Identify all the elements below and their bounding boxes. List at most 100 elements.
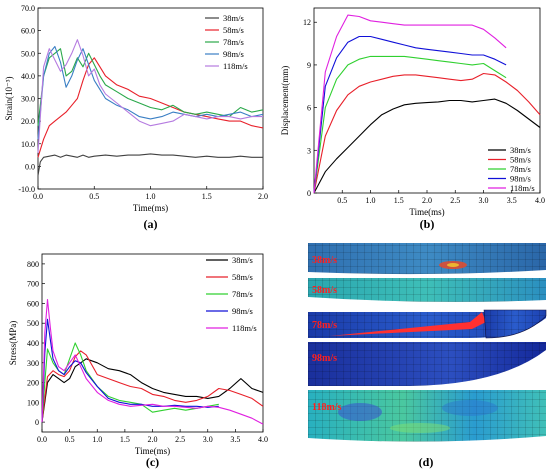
strip-98: 98m/s: [308, 342, 546, 386]
strip-label: 98m/s: [312, 353, 337, 364]
legend-label: 118m/s: [510, 183, 535, 193]
strip-38: 38m/s: [308, 243, 546, 275]
x-tick-label: 3.0: [479, 196, 489, 205]
panel-c-stress-chart: 0.0 0.5 1.0 1.5 2.0 2.5 3.0 3.5 4.0 0 100 200 300 400…: [8, 253, 268, 469]
legend-label: 118m/s: [223, 61, 248, 71]
x-tick-label: 3.0: [203, 435, 213, 444]
x-tick-label: 0.0: [37, 435, 47, 444]
x-tick-label: 1.5: [394, 196, 404, 205]
series-line: [41, 318, 219, 423]
legend-label: 98m/s: [223, 49, 244, 59]
y-tick-label: 10.0: [21, 140, 35, 149]
strip-label: 118m/s: [312, 402, 342, 413]
strip-label: 78m/s: [312, 320, 337, 331]
legend-label: 78m/s: [232, 289, 253, 299]
y-tick-label: 300: [27, 359, 39, 368]
series-line: [37, 153, 263, 176]
y-axis-title: Displacement(mm): [280, 66, 290, 135]
x-tick-label: 4.0: [535, 196, 545, 205]
panel-a-strain-chart: 0.0 0.5 1.0 1.5 2.0-10.00.010.020.030.040.05…: [4, 4, 268, 231]
y-tick-label: 100: [27, 398, 39, 407]
series-line: [41, 350, 264, 423]
series-line: [37, 45, 264, 140]
x-tick-label: 2.5: [450, 196, 460, 205]
panel-label: (b): [420, 217, 435, 231]
y-tick-label: 60.0: [21, 27, 35, 36]
series-line: [37, 48, 264, 126]
x-tick-label: 4.0: [258, 435, 268, 444]
legend-label: 58m/s: [510, 155, 531, 165]
legend-label: 58m/s: [232, 272, 253, 282]
x-tick-label: 1.5: [202, 192, 212, 201]
x-tick-label: 2.0: [258, 192, 268, 201]
y-tick-label: 700: [27, 280, 39, 289]
legend-label: 78m/s: [223, 37, 244, 47]
panel-label: (d): [419, 455, 434, 469]
x-tick-label: 2.0: [422, 196, 432, 205]
x-tick-label: 2.5: [175, 435, 185, 444]
y-tick-label: 50.0: [21, 49, 35, 58]
legend-label: 98m/s: [232, 306, 253, 316]
y-tick-label: 9: [307, 61, 311, 70]
legend-label: 118m/s: [232, 323, 257, 333]
y-tick-label: 3: [307, 146, 311, 155]
series-line: [41, 342, 219, 423]
y-tick-label: 0.0: [25, 162, 35, 171]
y-tick-label: 500: [27, 319, 39, 328]
strip-78: 78m/s: [308, 309, 547, 339]
x-tick-label: 0.5: [337, 196, 347, 205]
x-tick-label: 0.5: [65, 435, 75, 444]
legend-label: 38m/s: [510, 145, 531, 155]
plot-frame: [313, 7, 541, 194]
y-tick-label: 600: [27, 299, 39, 308]
y-tick-label: 6: [307, 104, 311, 113]
x-axis-title: Time(ms): [135, 446, 170, 456]
y-axis-title: Strain(10⁻³): [4, 77, 14, 121]
series-line: [313, 55, 507, 194]
y-tick-label: 20.0: [21, 117, 35, 126]
legend-label: 38m/s: [232, 255, 253, 265]
y-tick-label: 70.0: [21, 4, 35, 13]
series-line: [313, 72, 541, 194]
series-line: [313, 98, 541, 194]
y-tick-label: 800: [27, 260, 39, 269]
strip-58: 58m/s: [308, 278, 546, 302]
x-tick-label: 1.5: [120, 435, 130, 444]
series-line: [37, 39, 263, 153]
x-tick-label: 0.0: [33, 192, 43, 201]
strip-label: 38m/s: [312, 255, 337, 266]
x-tick-label: 3.5: [230, 435, 240, 444]
x-axis-title: Time(ms): [133, 203, 168, 213]
strip-118: 118m/s: [308, 390, 546, 442]
series-line: [313, 35, 507, 194]
panel-label: (c): [146, 455, 159, 469]
series-line: [313, 14, 507, 194]
panel-label: (a): [144, 217, 158, 231]
legend-label: 38m/s: [223, 13, 244, 23]
y-tick-label: -10.0: [18, 185, 35, 194]
legend-label: 58m/s: [223, 25, 244, 35]
x-tick-label: 1.0: [146, 192, 156, 201]
x-tick-label: 3.5: [507, 196, 517, 205]
x-tick-label: 1.0: [92, 435, 102, 444]
y-tick-label: 30.0: [21, 95, 35, 104]
series-line: [37, 57, 264, 158]
panel-b-displacement-chart: 0.5 1.0 1.5 2.0 2.5 3.0 3.5 4.0 0 3 6 9 12 Time(ms) Di…: [280, 7, 545, 231]
legend-label: 78m/s: [510, 164, 531, 174]
series-line: [41, 298, 264, 425]
y-tick-label: 0: [35, 418, 39, 427]
x-tick-label: 1.0: [366, 196, 376, 205]
x-axis-title: Time(ms): [409, 207, 444, 217]
y-tick-label: 40.0: [21, 72, 35, 81]
y-tick-label: 400: [27, 339, 39, 348]
y-tick-label: 200: [27, 379, 39, 388]
y-tick-label: 12: [303, 18, 311, 27]
series-line: [41, 358, 264, 423]
x-tick-label: 2.0: [148, 435, 158, 444]
x-tick-label: 0.5: [89, 192, 99, 201]
strip-label: 58m/s: [312, 285, 337, 296]
y-axis-title: Stress(MPa): [8, 321, 18, 366]
panel-d-simulation-images: 38m/s 58m/s 78m/s 98m/s 118m/s: [308, 243, 547, 469]
legend-label: 98m/s: [510, 174, 531, 184]
